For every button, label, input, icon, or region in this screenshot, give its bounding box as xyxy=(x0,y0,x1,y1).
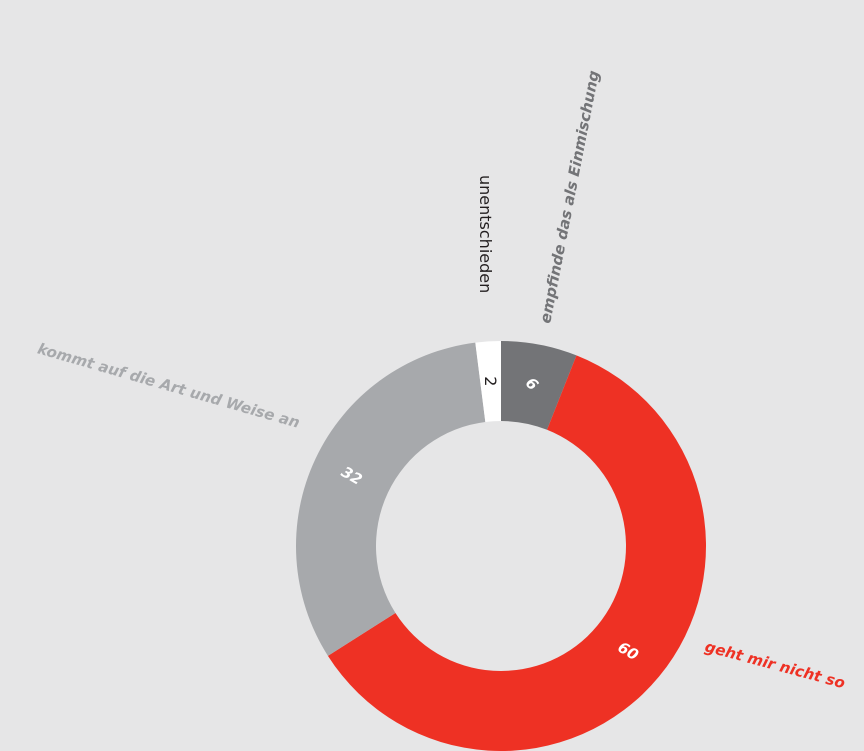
category-label-kommt-auf-die-art-und-weise-an: kommt auf die Art und Weise an xyxy=(35,340,301,432)
slice-empfinde-das-als-einmischung xyxy=(501,341,577,430)
category-label-unentschieden: unentschieden xyxy=(476,175,495,293)
slice-unentschieden xyxy=(475,341,501,422)
value-label-unentschieden: 2 xyxy=(481,376,500,386)
slice-kommt-auf-die-art-und-weise-an xyxy=(296,342,486,656)
slice-geht-mir-nicht-so xyxy=(327,355,707,751)
category-label-geht-mir-nicht-so: geht mir nicht so xyxy=(703,637,847,692)
slices-group xyxy=(296,341,707,751)
category-label-empfinde-das-als-einmischung: empfinde das als Einmischung xyxy=(536,69,603,325)
